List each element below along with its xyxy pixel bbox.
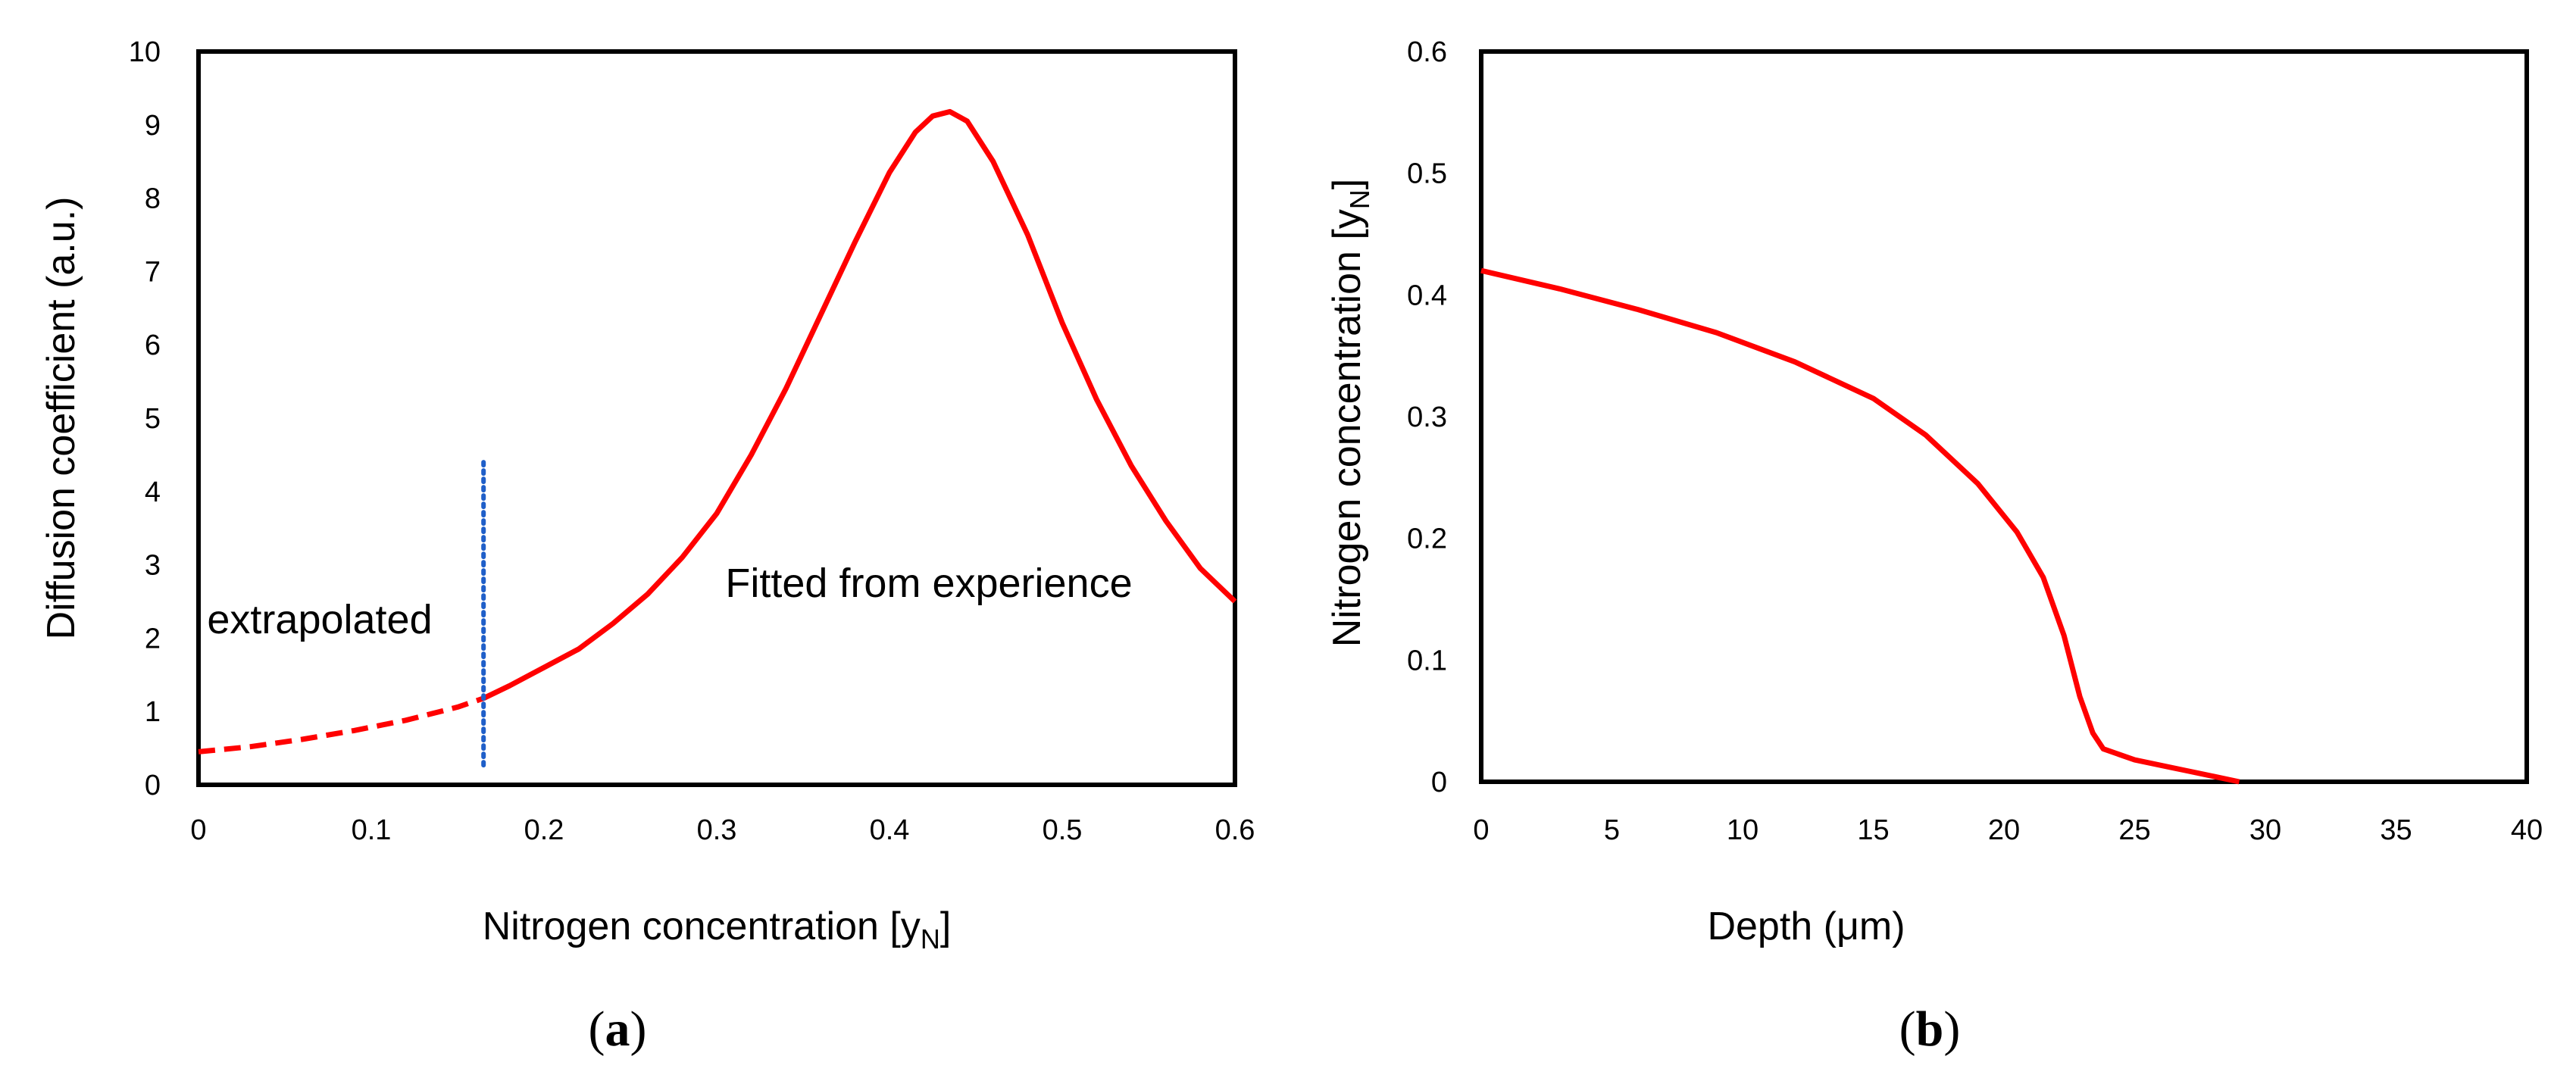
panel-b-x-axis-label: Depth (μm) xyxy=(1707,904,1905,948)
panel-b-x-tick-labels: 0 5 10 15 20 25 30 35 40 xyxy=(1473,814,2543,846)
panel-a-x-tick-label: 0.6 xyxy=(1215,814,1255,846)
panel-a-x-tick-label: 0.2 xyxy=(524,814,564,846)
panel-a-x-axis-label: Nitrogen concentration [yN] xyxy=(483,904,952,954)
panel-a-y-tick-labels: 0 1 2 3 4 5 6 7 8 9 10 xyxy=(129,36,161,801)
panel-b-y-axis-label: Nitrogen concentration [yN] xyxy=(1325,179,1375,648)
panel-a-y-tick-label: 3 xyxy=(145,550,161,582)
panel-a-y-tick-label: 4 xyxy=(145,476,161,508)
panel-a-y-tick-label: 5 xyxy=(145,403,161,435)
panel-b-y-tick-label: 0.4 xyxy=(1407,280,1447,311)
panel-b-series xyxy=(1480,267,2240,785)
panel-a-annotation: extrapolated xyxy=(207,597,432,642)
panel-b-x-tick-label: 40 xyxy=(2511,814,2543,846)
panel-a-series-fitted xyxy=(482,108,1237,701)
panel-a-x-tick-label: 0.3 xyxy=(697,814,737,846)
panel-a-y-tick-label: 9 xyxy=(145,110,161,142)
panel-b-plot-frame xyxy=(1479,49,2529,784)
panel-a-caption: (a) xyxy=(589,1001,647,1057)
panel-b-y-tick-label: 0.1 xyxy=(1407,645,1447,676)
panel-b-x-tick-label: 35 xyxy=(2380,814,2412,846)
panel-a-y-tick-label: 8 xyxy=(145,183,161,215)
panel-a-y-tick-label: 6 xyxy=(145,330,161,361)
panel-b-y-tick-label: 0.5 xyxy=(1407,158,1447,190)
panel-b-chart: 0 0.1 0.2 0.3 0.4 0.5 0.6 0 5 10 15 20 25 30 35 40 Dep… xyxy=(1325,36,2543,1057)
panel-a-series-extrapolated xyxy=(198,695,485,755)
panel-b-y-tick-label: 0.3 xyxy=(1407,401,1447,433)
panel-a-x-tick-label: 0.1 xyxy=(352,814,392,846)
panel-b-series-profile xyxy=(1480,267,2240,785)
panel-a-y-axis-label: Diffusion coefficient (a.u.) xyxy=(39,197,83,640)
panel-a-annotations: extrapolated Fitted from experience xyxy=(207,561,1132,642)
panel-a-x-tick-label: 0.5 xyxy=(1043,814,1083,846)
panel-a-plot-frame xyxy=(196,49,1237,787)
panel-a-x-tick-label: 0.4 xyxy=(870,814,910,846)
panel-b-x-tick-label: 0 xyxy=(1473,814,1489,846)
panel-b-x-tick-label: 25 xyxy=(2118,814,2150,846)
panel-b-x-tick-label: 10 xyxy=(1727,814,1758,846)
panel-a-x-tick-label: 0 xyxy=(190,814,206,846)
panel-b-y-tick-label: 0 xyxy=(1431,767,1447,798)
panel-a-annotation: Fitted from experience xyxy=(725,561,1132,606)
panel-b-x-tick-label: 15 xyxy=(1857,814,1889,846)
panel-b-caption: (b) xyxy=(1899,1001,1961,1057)
panel-b-x-tick-label: 30 xyxy=(2249,814,2281,846)
panel-b-y-tick-labels: 0 0.1 0.2 0.3 0.4 0.5 0.6 xyxy=(1407,36,1447,798)
panel-b-y-tick-label: 0.6 xyxy=(1407,36,1447,68)
panel-a-y-tick-label: 0 xyxy=(145,770,161,801)
panel-a-x-tick-labels: 0 0.1 0.2 0.3 0.4 0.5 0.6 xyxy=(190,814,1255,846)
panel-a-chart: 0 1 2 3 4 5 6 7 8 9 10 0 0.1 0.2 0.3 0.4 0.5 0.6 extrapo… xyxy=(39,36,1255,1057)
panel-a-series xyxy=(198,108,1237,769)
panel-b-y-tick-label: 0.2 xyxy=(1407,523,1447,555)
panel-a-y-tick-label: 7 xyxy=(145,256,161,288)
panel-b-x-tick-label: 5 xyxy=(1604,814,1620,846)
panel-a-y-tick-label: 2 xyxy=(145,623,161,655)
panel-a-y-tick-label: 1 xyxy=(145,696,161,728)
panel-a-y-tick-label: 10 xyxy=(129,36,161,68)
panel-b-x-tick-label: 20 xyxy=(1988,814,2020,846)
